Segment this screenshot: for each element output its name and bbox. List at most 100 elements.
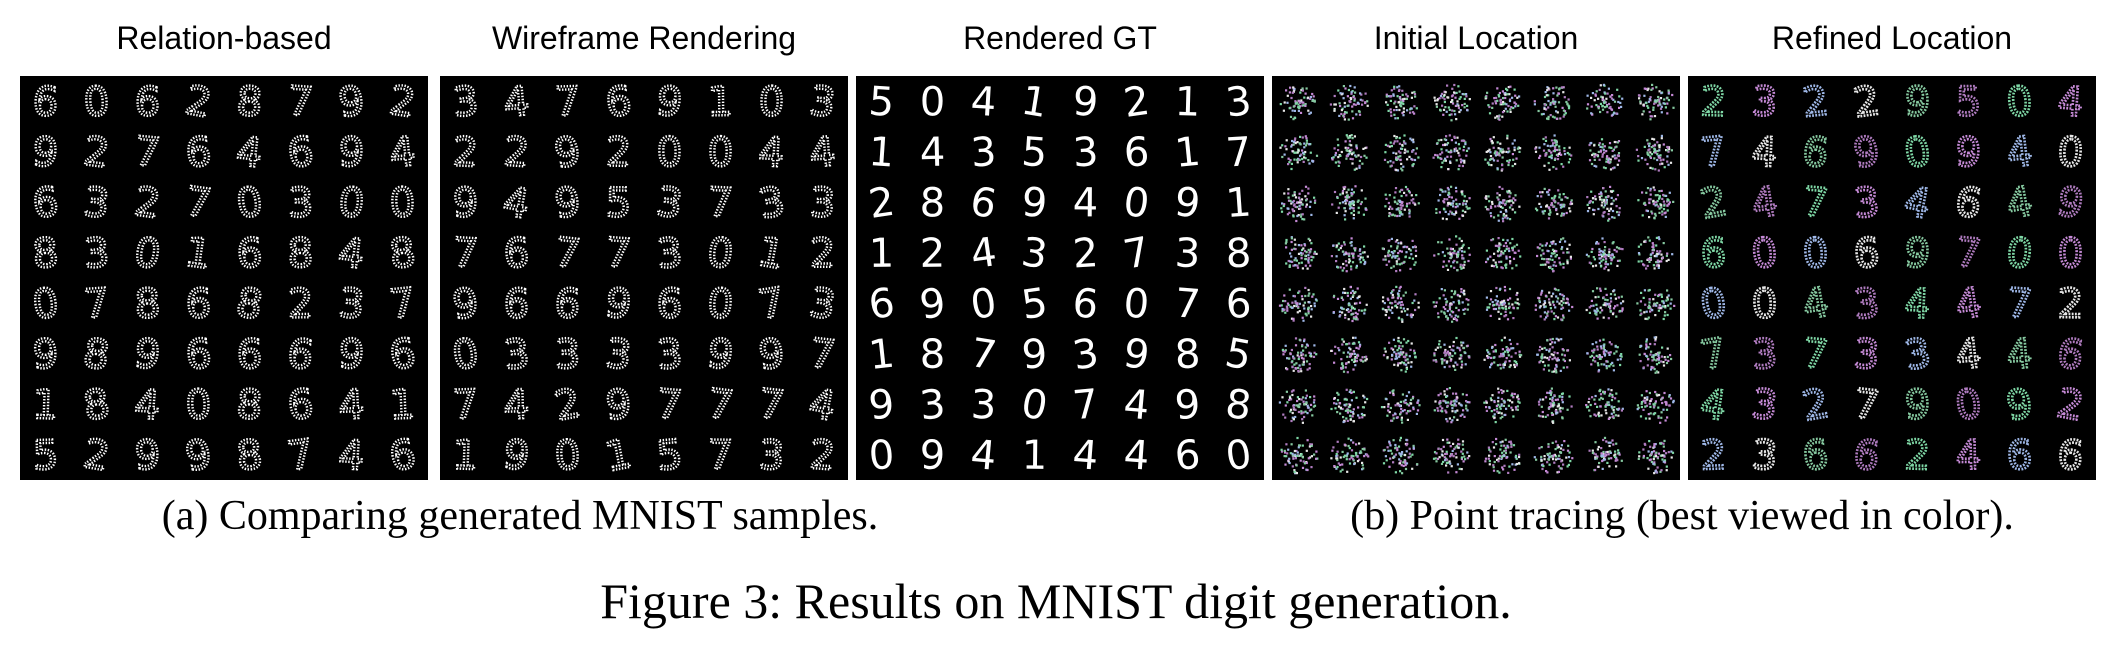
digit-sample: 8 bbox=[1174, 331, 1202, 378]
point-cloud-sample bbox=[1534, 187, 1574, 220]
figure-caption: Figure 3: Results on MNIST digit generat… bbox=[600, 573, 1512, 629]
digit-sample: 1 bbox=[754, 229, 788, 279]
digit-sample: 3 bbox=[603, 330, 634, 379]
digit-sample: 3 bbox=[1852, 280, 1881, 328]
digit-sample: 7 bbox=[1071, 381, 1101, 429]
point-cloud-sample bbox=[1484, 185, 1521, 223]
digit-sample: 0 bbox=[389, 180, 417, 227]
digit-sample: 4 bbox=[1697, 381, 1729, 430]
panel-title-wireframe: Wireframe Rendering bbox=[491, 20, 797, 56]
digit-sample: 3 bbox=[1852, 179, 1881, 227]
digit-sample: 9 bbox=[654, 78, 685, 127]
digit-sample: 2 bbox=[1697, 178, 1731, 228]
point-cloud-sample bbox=[1278, 286, 1318, 322]
digit-sample: 6 bbox=[1952, 179, 1984, 228]
sample-grid: 2 3 2 2 9 5 0 47 4 6 9 0 9 4 02 4 7 3 4 6 4 96 0 0 6 9 7 0 00 0 4 3 4 4 7 2… bbox=[1696, 76, 2089, 480]
digit-sample: 7 bbox=[183, 179, 214, 228]
digit-sample: 4 bbox=[2004, 128, 2035, 177]
digit-sample: 9 bbox=[757, 331, 787, 379]
point-cloud-sample bbox=[1635, 134, 1673, 172]
digit-sample: 7 bbox=[452, 382, 479, 429]
digit-sample: 2 bbox=[131, 179, 163, 228]
point-cloud-sample bbox=[1332, 285, 1368, 323]
digit-sample: 3 bbox=[1901, 330, 1934, 380]
digit-sample: 7 bbox=[451, 230, 479, 277]
digit-sample: 5 bbox=[1019, 280, 1051, 329]
point-cloud-sample bbox=[1382, 436, 1419, 475]
digit-sample: 4 bbox=[2003, 178, 2036, 228]
digit-sample: 9 bbox=[552, 179, 583, 228]
digit-sample: 6 bbox=[186, 281, 212, 327]
digit-sample: 2 bbox=[181, 77, 215, 127]
digit-sample: 4 bbox=[808, 129, 837, 177]
digit-sample: 1 bbox=[452, 432, 479, 479]
digit-sample: 8 bbox=[235, 432, 265, 480]
digit-sample: 3 bbox=[808, 180, 836, 227]
digit-sample: 4 bbox=[1955, 433, 1981, 479]
digit-sample: 5 bbox=[655, 432, 685, 480]
digit-sample: 4 bbox=[388, 129, 418, 177]
digit-sample: 8 bbox=[134, 281, 162, 328]
digit-sample: 0 bbox=[449, 330, 481, 379]
digit-sample: 8 bbox=[80, 330, 112, 379]
digit-sample: 1 bbox=[866, 331, 896, 379]
digit-sample: 5 bbox=[1020, 129, 1049, 177]
digit-sample: 1 bbox=[182, 229, 214, 278]
digit-sample: 6 bbox=[2056, 432, 2085, 480]
digit-sample: 7 bbox=[133, 129, 163, 177]
digit-sample: 1 bbox=[867, 129, 896, 177]
digit-sample: 8 bbox=[31, 230, 60, 278]
digit-sample: 2 bbox=[288, 281, 314, 327]
digit-sample: 3 bbox=[653, 179, 685, 228]
digit-sample: 2 bbox=[452, 129, 479, 176]
digit-sample: 6 bbox=[1123, 129, 1151, 176]
point-cloud-sample bbox=[1331, 134, 1368, 171]
digit-sample: 5 bbox=[1222, 330, 1255, 380]
digit-sample: 4 bbox=[1073, 180, 1099, 226]
point-cloud-sample bbox=[1637, 186, 1675, 220]
digit-sample: 0 bbox=[1952, 381, 1984, 430]
digit-sample: 3 bbox=[807, 78, 838, 127]
digit-sample: 6 bbox=[134, 79, 162, 126]
point-cloud-sample bbox=[1435, 185, 1471, 221]
digit-sample: 3 bbox=[83, 230, 111, 277]
digit-sample: 0 bbox=[82, 78, 111, 126]
digit-sample: 3 bbox=[1852, 331, 1880, 379]
digit-sample: 6 bbox=[967, 178, 1000, 228]
digit-sample: 2 bbox=[605, 130, 631, 177]
digit-sample: 6 bbox=[553, 281, 581, 329]
digit-sample: 4 bbox=[500, 178, 533, 228]
digit-sample: 2 bbox=[1801, 78, 1831, 126]
point-cloud-sample bbox=[1383, 134, 1420, 172]
digit-sample: 7 bbox=[756, 381, 786, 430]
digit-sample: 4 bbox=[969, 432, 998, 480]
point-cloud-sample bbox=[1381, 237, 1418, 273]
point-cloud-sample bbox=[1533, 86, 1571, 121]
point-cloud-sample bbox=[1585, 388, 1624, 420]
digit-sample: 0 bbox=[867, 432, 896, 480]
point-cloud-sample bbox=[1281, 337, 1318, 373]
digit-sample: 2 bbox=[386, 78, 418, 127]
digit-sample: 3 bbox=[1072, 129, 1100, 176]
digit-sample: 9 bbox=[551, 128, 584, 178]
digit-sample: 7 bbox=[807, 330, 838, 379]
digit-sample: 0 bbox=[1223, 431, 1255, 480]
digit-sample: 8 bbox=[387, 229, 418, 278]
digit-sample: 8 bbox=[1225, 230, 1252, 277]
subcaption-b: (b) Point tracing (best viewed in color)… bbox=[1350, 493, 2014, 539]
digit-sample: 9 bbox=[1020, 331, 1049, 379]
digit-sample: 6 bbox=[184, 129, 212, 177]
digit-sample: 7 bbox=[967, 330, 1000, 380]
digit-sample: 5 bbox=[32, 432, 59, 479]
digit-sample: 3 bbox=[1070, 330, 1102, 379]
digit-sample: 1 bbox=[1173, 129, 1203, 177]
digit-sample: 6 bbox=[866, 280, 898, 329]
digit-sample: 4 bbox=[2056, 78, 2085, 126]
digit-sample: 7 bbox=[554, 79, 581, 126]
digit-sample: 0 bbox=[708, 130, 734, 176]
digit-sample: 4 bbox=[2005, 331, 2034, 379]
